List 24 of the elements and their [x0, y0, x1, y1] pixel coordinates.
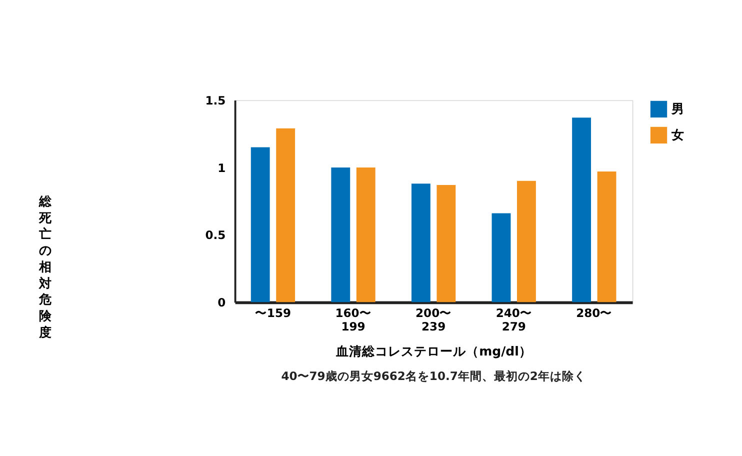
x-tick-label: 〜159: [254, 306, 291, 320]
bar: [331, 167, 350, 302]
x-tick-label: 280〜: [576, 306, 612, 320]
x-tick-label: 200〜 239: [416, 306, 452, 334]
bar: [276, 128, 296, 302]
bar: [411, 184, 430, 302]
bar: [436, 184, 456, 302]
bar: [356, 167, 376, 302]
bar: [517, 180, 536, 302]
bar: [250, 147, 270, 302]
text: 40〜79歳の男女9662名を10.7年間、最初の2年は除く: [281, 369, 586, 384]
bar: [492, 213, 511, 302]
x-axis-title: 血清総コレステロール（mg/dl）: [335, 344, 532, 359]
y-tick-label: 0.5: [205, 228, 226, 242]
y-tick-label: 0: [218, 296, 226, 310]
y-tick-label: 1.5: [205, 93, 226, 108]
bar: [572, 118, 591, 302]
bar: [597, 171, 616, 302]
text: 総死亡の相対危険度: [38, 193, 52, 340]
y-tick-label: 1: [218, 160, 226, 175]
legend-label: 男: [670, 101, 685, 116]
legend-label: 女: [670, 127, 685, 142]
x-tick-label: 240〜 279: [496, 306, 532, 334]
x-tick-label: 160〜 199: [335, 306, 372, 334]
